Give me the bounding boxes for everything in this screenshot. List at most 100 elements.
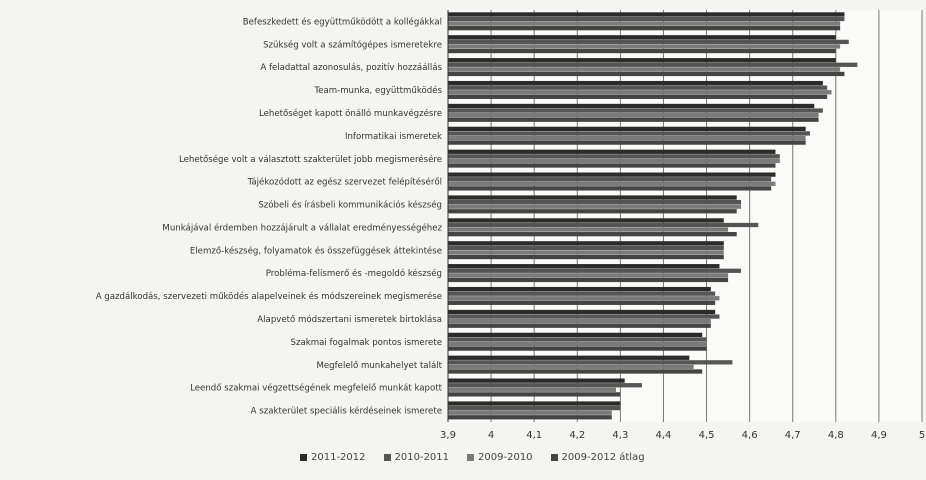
category-label: A szakterület speciális kérdéseinek isme… bbox=[251, 406, 442, 417]
bar-2009-2010 bbox=[448, 364, 694, 370]
legend-item-2009-2010: 2009-2010 bbox=[467, 452, 533, 463]
bar-2011-2012 bbox=[448, 332, 703, 338]
x-tick-label: 4,7 bbox=[785, 430, 801, 441]
category-label: Tájékozódott az egész szervezet felépíté… bbox=[247, 177, 442, 188]
category-label: Befeszkedett és együttműködött a kollégá… bbox=[243, 16, 442, 27]
bar-2010-2011 bbox=[448, 85, 828, 90]
bar-2009-2010 bbox=[448, 296, 720, 301]
bar-2009-2010 bbox=[448, 181, 776, 186]
bar-2009-2012 átlag bbox=[448, 232, 737, 237]
bar-2011-2012 bbox=[448, 309, 716, 315]
bar-2009-2010 bbox=[448, 204, 742, 209]
legend-label: 2009-2012 átlag bbox=[561, 452, 645, 463]
x-tick-label: 4,8 bbox=[828, 430, 844, 441]
category-label: Szóbeli és írásbeli kommunikációs készsé… bbox=[258, 200, 442, 211]
bar-2009-2010 bbox=[448, 67, 841, 72]
bar-2009-2012 átlag bbox=[448, 26, 841, 31]
bar-2011-2012 bbox=[448, 401, 621, 406]
category-label: Alapvető módszertani ismeretek birtoklás… bbox=[257, 314, 442, 325]
x-tick-label: 4,9 bbox=[871, 430, 887, 441]
x-tick-label: 4,6 bbox=[742, 430, 758, 441]
bar-2009-2012 átlag bbox=[448, 94, 828, 99]
bar-2011-2012 bbox=[448, 103, 815, 109]
bar-2009-2010 bbox=[448, 250, 724, 255]
chart-legend: 2011-2012 2010-2011 2009-2010 2009-2012 … bbox=[300, 452, 645, 463]
bar-2009-2012 átlag bbox=[448, 369, 703, 374]
bar-2009-2010 bbox=[448, 158, 780, 164]
legend-swatch bbox=[467, 454, 475, 461]
category-label: Elemző-készség, folyamatok és összefüggé… bbox=[190, 245, 442, 256]
bar-2011-2012 bbox=[448, 218, 724, 223]
bar-2009-2012 átlag bbox=[448, 300, 716, 305]
bar-2010-2011 bbox=[448, 360, 733, 365]
legend-swatch bbox=[383, 454, 391, 461]
bar-2011-2012 bbox=[448, 35, 836, 40]
x-tick-label: 4,4 bbox=[656, 430, 672, 441]
category-label: Probléma-felismerő és -megoldó készség bbox=[266, 268, 442, 279]
legend-swatch bbox=[300, 454, 307, 461]
legend-item-2011-2012: 2011-2012 bbox=[300, 452, 366, 463]
bar-2009-2012 átlag bbox=[448, 71, 845, 77]
bar-2009-2012 átlag bbox=[448, 209, 737, 214]
bar-2009-2010 bbox=[448, 341, 707, 347]
bar-2010-2011 bbox=[448, 131, 810, 136]
category-label: Team-munka, együttműködés bbox=[313, 85, 442, 96]
bar-2011-2012 bbox=[448, 286, 711, 292]
category-label: Informatikai ismeretek bbox=[345, 132, 442, 142]
bar-2011-2012 bbox=[448, 126, 806, 132]
bar-2011-2012 bbox=[448, 355, 690, 360]
bar-2009-2012 átlag bbox=[448, 415, 612, 420]
legend-item-2010-2011: 2010-2011 bbox=[383, 452, 449, 463]
bar-2010-2011 bbox=[448, 177, 772, 182]
category-label: Lehetőséget kapott önálló munkavégzésre bbox=[259, 108, 442, 119]
plot-background bbox=[448, 10, 922, 422]
bar-2009-2010 bbox=[448, 90, 832, 95]
legend-swatch bbox=[550, 454, 558, 461]
x-tick-label: 4 bbox=[488, 430, 494, 441]
category-label: Szükség volt a számítógépes ismeretekre bbox=[263, 39, 442, 50]
category-label: Munkájával érdemben hozzájárult a vállal… bbox=[162, 222, 442, 233]
bar-2009-2012 átlag bbox=[448, 117, 819, 122]
bar-2009-2010 bbox=[448, 227, 729, 232]
bar-2010-2011 bbox=[448, 199, 742, 205]
bar-2011-2012 bbox=[448, 12, 845, 17]
legend-label: 2011-2012 bbox=[311, 452, 366, 463]
bar-2010-2011 bbox=[448, 314, 720, 319]
bar-2009-2012 átlag bbox=[448, 186, 772, 191]
legend-item-average: 2009-2012 átlag bbox=[550, 452, 645, 463]
legend-label: 2009-2010 bbox=[478, 452, 533, 463]
bar-2010-2011 bbox=[448, 154, 780, 159]
bar-2011-2012 bbox=[448, 264, 720, 269]
x-tick-label: 5 bbox=[919, 430, 925, 441]
bar-2009-2012 átlag bbox=[448, 392, 621, 397]
bar-2011-2012 bbox=[448, 378, 625, 383]
bar-2009-2010 bbox=[448, 387, 617, 392]
category-label: Lehetősége volt a választott szakterület… bbox=[179, 154, 442, 165]
bar-2010-2011 bbox=[448, 108, 823, 113]
category-label: A gazdálkodás, szervezeti működés alapel… bbox=[96, 291, 442, 302]
bar-2010-2011 bbox=[448, 16, 845, 22]
bar-2011-2012 bbox=[448, 172, 776, 177]
bar-2009-2010 bbox=[448, 319, 711, 324]
bar-2010-2011 bbox=[448, 337, 707, 342]
bar-2011-2012 bbox=[448, 241, 724, 246]
bar-2010-2011 bbox=[448, 222, 759, 228]
x-tick-label: 4,5 bbox=[699, 430, 715, 441]
bar-2011-2012 bbox=[448, 80, 823, 86]
bar-2010-2011 bbox=[448, 405, 621, 411]
bar-2009-2012 átlag bbox=[448, 323, 711, 328]
bar-2010-2011 bbox=[448, 383, 642, 388]
bar-2009-2012 átlag bbox=[448, 277, 729, 283]
bar-2009-2012 átlag bbox=[448, 140, 806, 145]
category-label: Leendő szakmai végzettségének megfelelő … bbox=[190, 383, 443, 394]
x-tick-label: 4,3 bbox=[612, 430, 628, 441]
bar-2009-2010 bbox=[448, 410, 612, 415]
bar-2011-2012 bbox=[448, 58, 836, 63]
bar-2009-2012 átlag bbox=[448, 48, 836, 54]
bar-2010-2011 bbox=[448, 39, 849, 45]
category-label: Megfelelő munkahelyet talált bbox=[316, 361, 442, 371]
bar-2009-2012 átlag bbox=[448, 254, 724, 260]
bar-2010-2011 bbox=[448, 245, 724, 251]
